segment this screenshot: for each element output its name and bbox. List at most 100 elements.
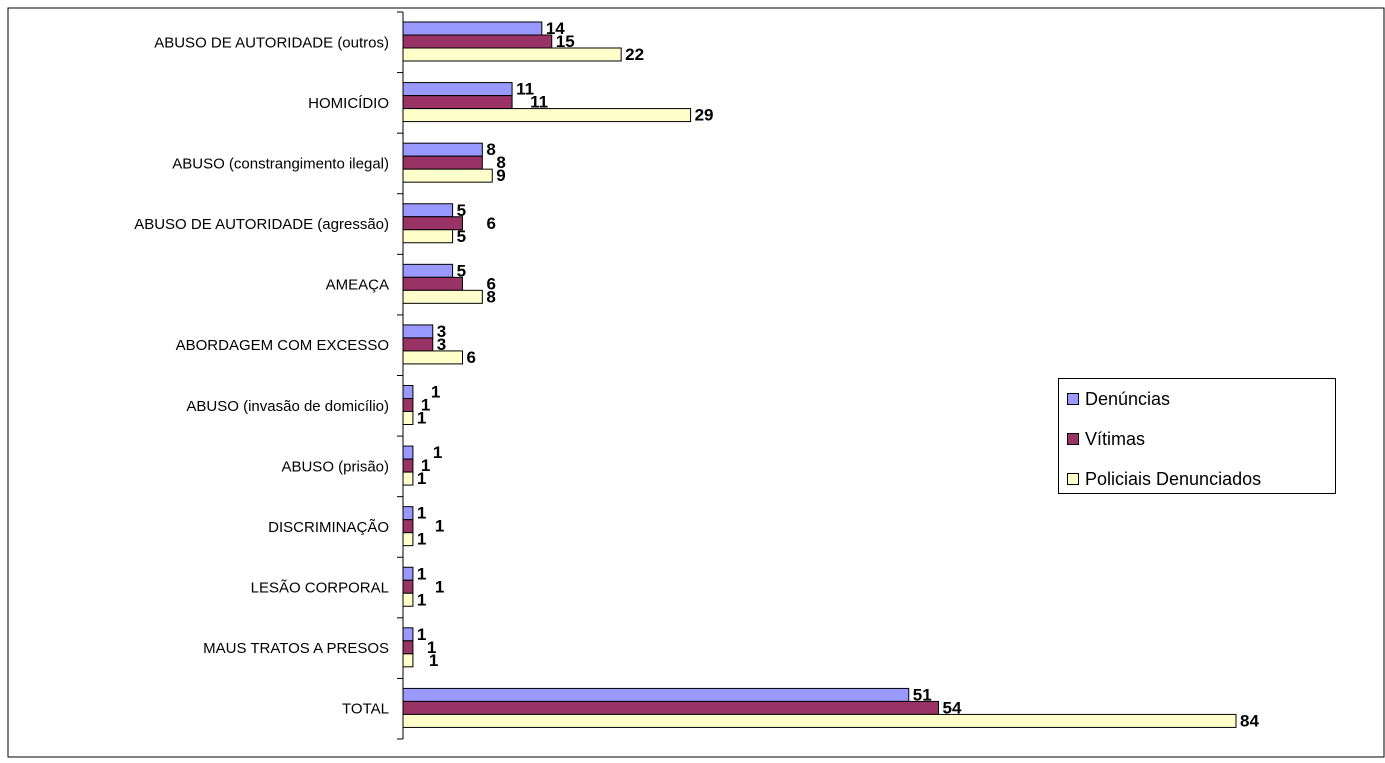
legend-item-2: Policiais Denunciados: [1067, 467, 1261, 491]
value-label-series-0: 5: [457, 201, 466, 220]
value-label-series-2: 1: [417, 530, 426, 549]
category-label: ABUSO DE AUTORIDADE (outros): [154, 34, 389, 51]
bar-series-1: [402, 700, 939, 715]
category-label: MAUS TRATOS A PRESOS: [203, 640, 389, 657]
value-label-series-2: 6: [467, 348, 476, 367]
category-label: LESÃO CORPORAL: [251, 580, 389, 597]
value-label-series-2: 1: [417, 469, 426, 488]
category-label: ABORDAGEM COM EXCESSO: [176, 337, 389, 354]
bar-series-1: [402, 95, 513, 110]
bar-series-1: [402, 579, 414, 594]
legend-label-1: Vítimas: [1085, 428, 1146, 449]
bar-series-2: [402, 350, 463, 365]
chart-frame: [7, 7, 1385, 758]
legend-swatch-0: [1067, 393, 1079, 405]
bar-series-0: [402, 21, 543, 36]
category-label: AMEAÇA: [326, 277, 389, 294]
bar-series-2: [402, 653, 414, 668]
value-label-series-0: 3: [437, 322, 446, 341]
legend-label-2: Policiais Denunciados: [1085, 468, 1262, 489]
bar-series-0: [402, 203, 454, 218]
bar-series-0: [402, 82, 513, 97]
bar-series-1: [402, 337, 434, 352]
bar-series-2: [402, 168, 493, 183]
bar-series-2: [402, 289, 483, 304]
value-label-series-1: 6: [487, 274, 496, 293]
category-label: ABUSO (invasão de domicílio): [186, 398, 389, 415]
value-label-series-2: 1: [417, 590, 426, 609]
value-label-series-1: 54: [943, 698, 962, 717]
value-label-series-0: 11: [516, 80, 534, 99]
legend-label-0: Denúncias: [1085, 388, 1171, 409]
bar-series-0: [402, 566, 414, 581]
value-label-series-2: 8: [486, 287, 495, 306]
value-label-series-0: 5: [457, 261, 466, 280]
legend-item-1: Vítimas: [1067, 427, 1145, 451]
value-label-series-1: 6: [487, 214, 496, 233]
value-label-series-0: 1: [431, 383, 440, 402]
bars-group: [402, 21, 1237, 728]
bar-series-0: [402, 687, 910, 702]
value-label-series-2: 5: [457, 227, 466, 246]
legend-item-0: Denúncias: [1067, 387, 1170, 411]
value-label-series-1: 8: [496, 153, 505, 172]
value-label-series-2: 1: [417, 409, 426, 428]
value-label-series-1: 1: [435, 577, 444, 596]
bar-series-1: [402, 276, 463, 291]
bar-series-1: [402, 216, 463, 231]
value-label-series-2: 29: [695, 106, 714, 125]
y-axis-group: [397, 11, 404, 740]
value-label-series-1: 1: [427, 638, 436, 657]
bar-series-0: [402, 627, 414, 642]
value-label-series-1: 1: [435, 517, 444, 536]
value-label-series-0: 1: [433, 443, 442, 462]
value-label-series-2: 84: [1240, 711, 1259, 730]
value-label-series-2: 9: [496, 166, 505, 185]
value-label-series-2: 22: [625, 45, 644, 64]
bar-series-0: [402, 506, 414, 521]
category-label: ABUSO DE AUTORIDADE (agressão): [134, 216, 389, 233]
value-label-series-0: 51: [913, 685, 932, 704]
category-label: HOMICÍDIO: [308, 95, 389, 112]
bar-series-2: [402, 229, 454, 244]
bar-series-2: [402, 47, 622, 62]
legend: Denúncias Vítimas Policiais Denunciados: [1058, 378, 1336, 494]
bar-series-0: [402, 445, 414, 460]
bar-series-1: [402, 640, 414, 655]
bar-series-2: [402, 411, 414, 425]
bar-series-0: [402, 263, 454, 278]
value-label-series-1: 11: [530, 93, 548, 112]
bar-series-1: [402, 398, 414, 412]
bar-series-2: [402, 592, 414, 607]
bar-series-1: [402, 458, 414, 473]
bar-series-0: [402, 142, 483, 157]
bar-series-0: [402, 324, 434, 339]
bar-series-2: [402, 713, 1237, 728]
bar-series-1: [402, 155, 483, 170]
value-label-series-0: 14: [546, 19, 565, 38]
category-label: ABUSO (constrangimento ilegal): [172, 155, 389, 172]
category-labels-group: ABUSO DE AUTORIDADE (outros) HOMICÍDIO ABU…: [134, 34, 389, 717]
bar-series-2: [402, 471, 414, 486]
legend-swatch-1: [1067, 433, 1079, 445]
value-label-series-0: 8: [486, 140, 495, 159]
value-label-series-2: 1: [429, 651, 438, 670]
value-label-series-1: 1: [421, 396, 430, 415]
bar-series-0: [402, 385, 414, 399]
category-label: DISCRIMINAÇÃO: [268, 519, 389, 536]
value-label-series-1: 3: [437, 335, 446, 354]
category-label: ABUSO (prisão): [281, 458, 389, 475]
value-label-series-0: 1: [417, 504, 426, 523]
bar-series-2: [402, 532, 414, 547]
value-label-series-1: 15: [556, 32, 575, 51]
bar-series-1: [402, 519, 414, 534]
bar-series-1: [402, 34, 553, 49]
category-label: TOTAL: [342, 701, 389, 718]
value-labels-group: 1415221111298895655683361111111111111115…: [417, 19, 1260, 730]
value-label-series-1: 1: [421, 456, 430, 475]
value-label-series-0: 1: [417, 564, 426, 583]
legend-swatch-2: [1067, 473, 1079, 485]
value-label-series-0: 1: [417, 625, 426, 644]
